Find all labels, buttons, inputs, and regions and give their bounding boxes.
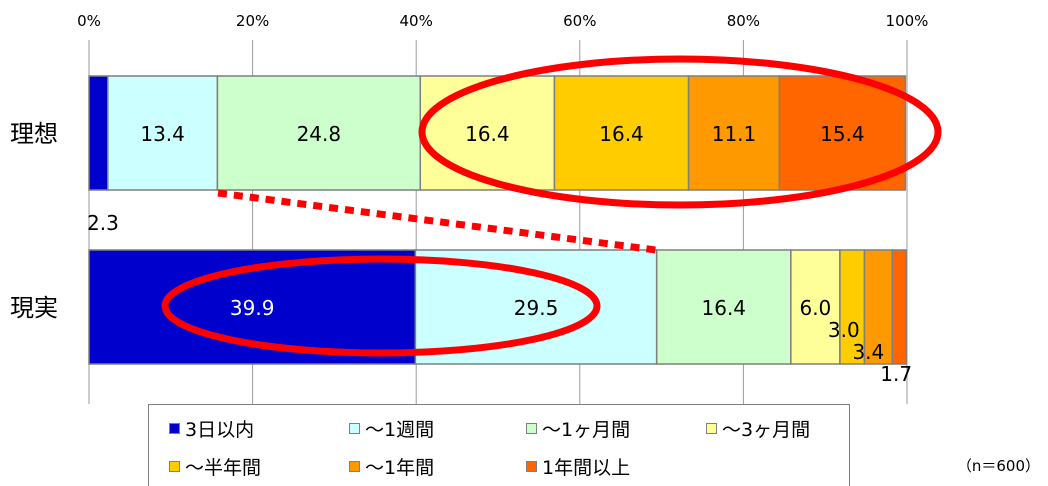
x-tick-label: 0%: [77, 12, 101, 30]
legend-label: ～半年間: [185, 457, 262, 479]
bar-segment: [414, 249, 658, 365]
data-label: 39.9: [230, 296, 275, 320]
data-labels: 2.3 13.4 24.8 16.4 16.4 11.1 15.4 39.9 29.5 16.4 6…: [87, 122, 912, 386]
bar-segment: [891, 249, 907, 365]
bar-segment: [778, 75, 907, 191]
legend-swatch: [526, 423, 537, 434]
category-label: 理想: [10, 120, 58, 148]
x-tick-label: 100%: [886, 12, 929, 30]
data-label: 11.1: [712, 122, 757, 146]
data-label: 16.4: [599, 122, 644, 146]
legend-swatch: [169, 423, 180, 434]
legend-item: ～3ヶ月間: [706, 415, 810, 442]
bar-segment: [88, 75, 109, 191]
data-label: 3.0: [828, 318, 860, 342]
data-label: 29.5: [514, 296, 559, 320]
x-tick-label: 80%: [727, 12, 760, 30]
data-label: 2.3: [87, 211, 119, 235]
bars: [88, 75, 907, 365]
legend-label: ～3ヶ月間: [722, 419, 811, 441]
category-label: 現実: [10, 294, 58, 322]
legend-label: ～1ヶ月間: [542, 419, 631, 441]
bar-segment: [839, 249, 866, 365]
highlight-ellipse-ideal: [418, 55, 942, 209]
data-label: 6.0: [799, 296, 831, 320]
data-label: 24.8: [297, 122, 342, 146]
data-label: 13.4: [140, 122, 185, 146]
legend: 3日以内 ～1週間 ～1ヶ月間 ～3ヶ月間 ～半年間 ～1年間 1年間以上: [148, 404, 850, 486]
data-label: 16.4: [702, 296, 747, 320]
data-label: 3.4: [852, 340, 884, 364]
legend-label: ～1年間: [365, 457, 435, 479]
legend-swatch: [706, 423, 717, 434]
legend-item: ～1年間: [349, 453, 434, 480]
data-label: 16.4: [465, 122, 510, 146]
legend-label: 1年間以上: [542, 457, 631, 479]
bar-segment: [107, 75, 219, 191]
annotations: [161, 55, 942, 357]
legend-swatch: [349, 461, 360, 472]
sample-size-note: （n＝600）: [956, 457, 1040, 475]
data-label: 1.7: [880, 362, 912, 386]
legend-swatch: [169, 461, 180, 472]
highlight-ellipse-actual: [161, 255, 601, 357]
dotted-connector: [217, 189, 657, 254]
legend-item: ～1週間: [349, 415, 434, 442]
bar-segment: [790, 249, 841, 365]
data-label: 15.4: [820, 122, 865, 146]
x-axis-ticks: 0% 20% 40% 60% 80% 100%: [77, 12, 928, 30]
x-tick-label: 60%: [563, 12, 596, 30]
legend-item: ～半年間: [169, 453, 261, 480]
x-tick-label: 40%: [400, 12, 433, 30]
legend-swatch: [526, 461, 537, 472]
legend-item: 1年間以上: [526, 453, 630, 480]
bar-segment: [216, 75, 422, 191]
legend-item: 3日以内: [169, 415, 254, 442]
legend-swatch: [349, 423, 360, 434]
legend-item: ～1ヶ月間: [526, 415, 630, 442]
legend-label: 3日以内: [185, 419, 255, 441]
bar-segment: [553, 75, 690, 191]
legend-label: ～1週間: [365, 419, 435, 441]
x-tick-label: 20%: [236, 12, 269, 30]
